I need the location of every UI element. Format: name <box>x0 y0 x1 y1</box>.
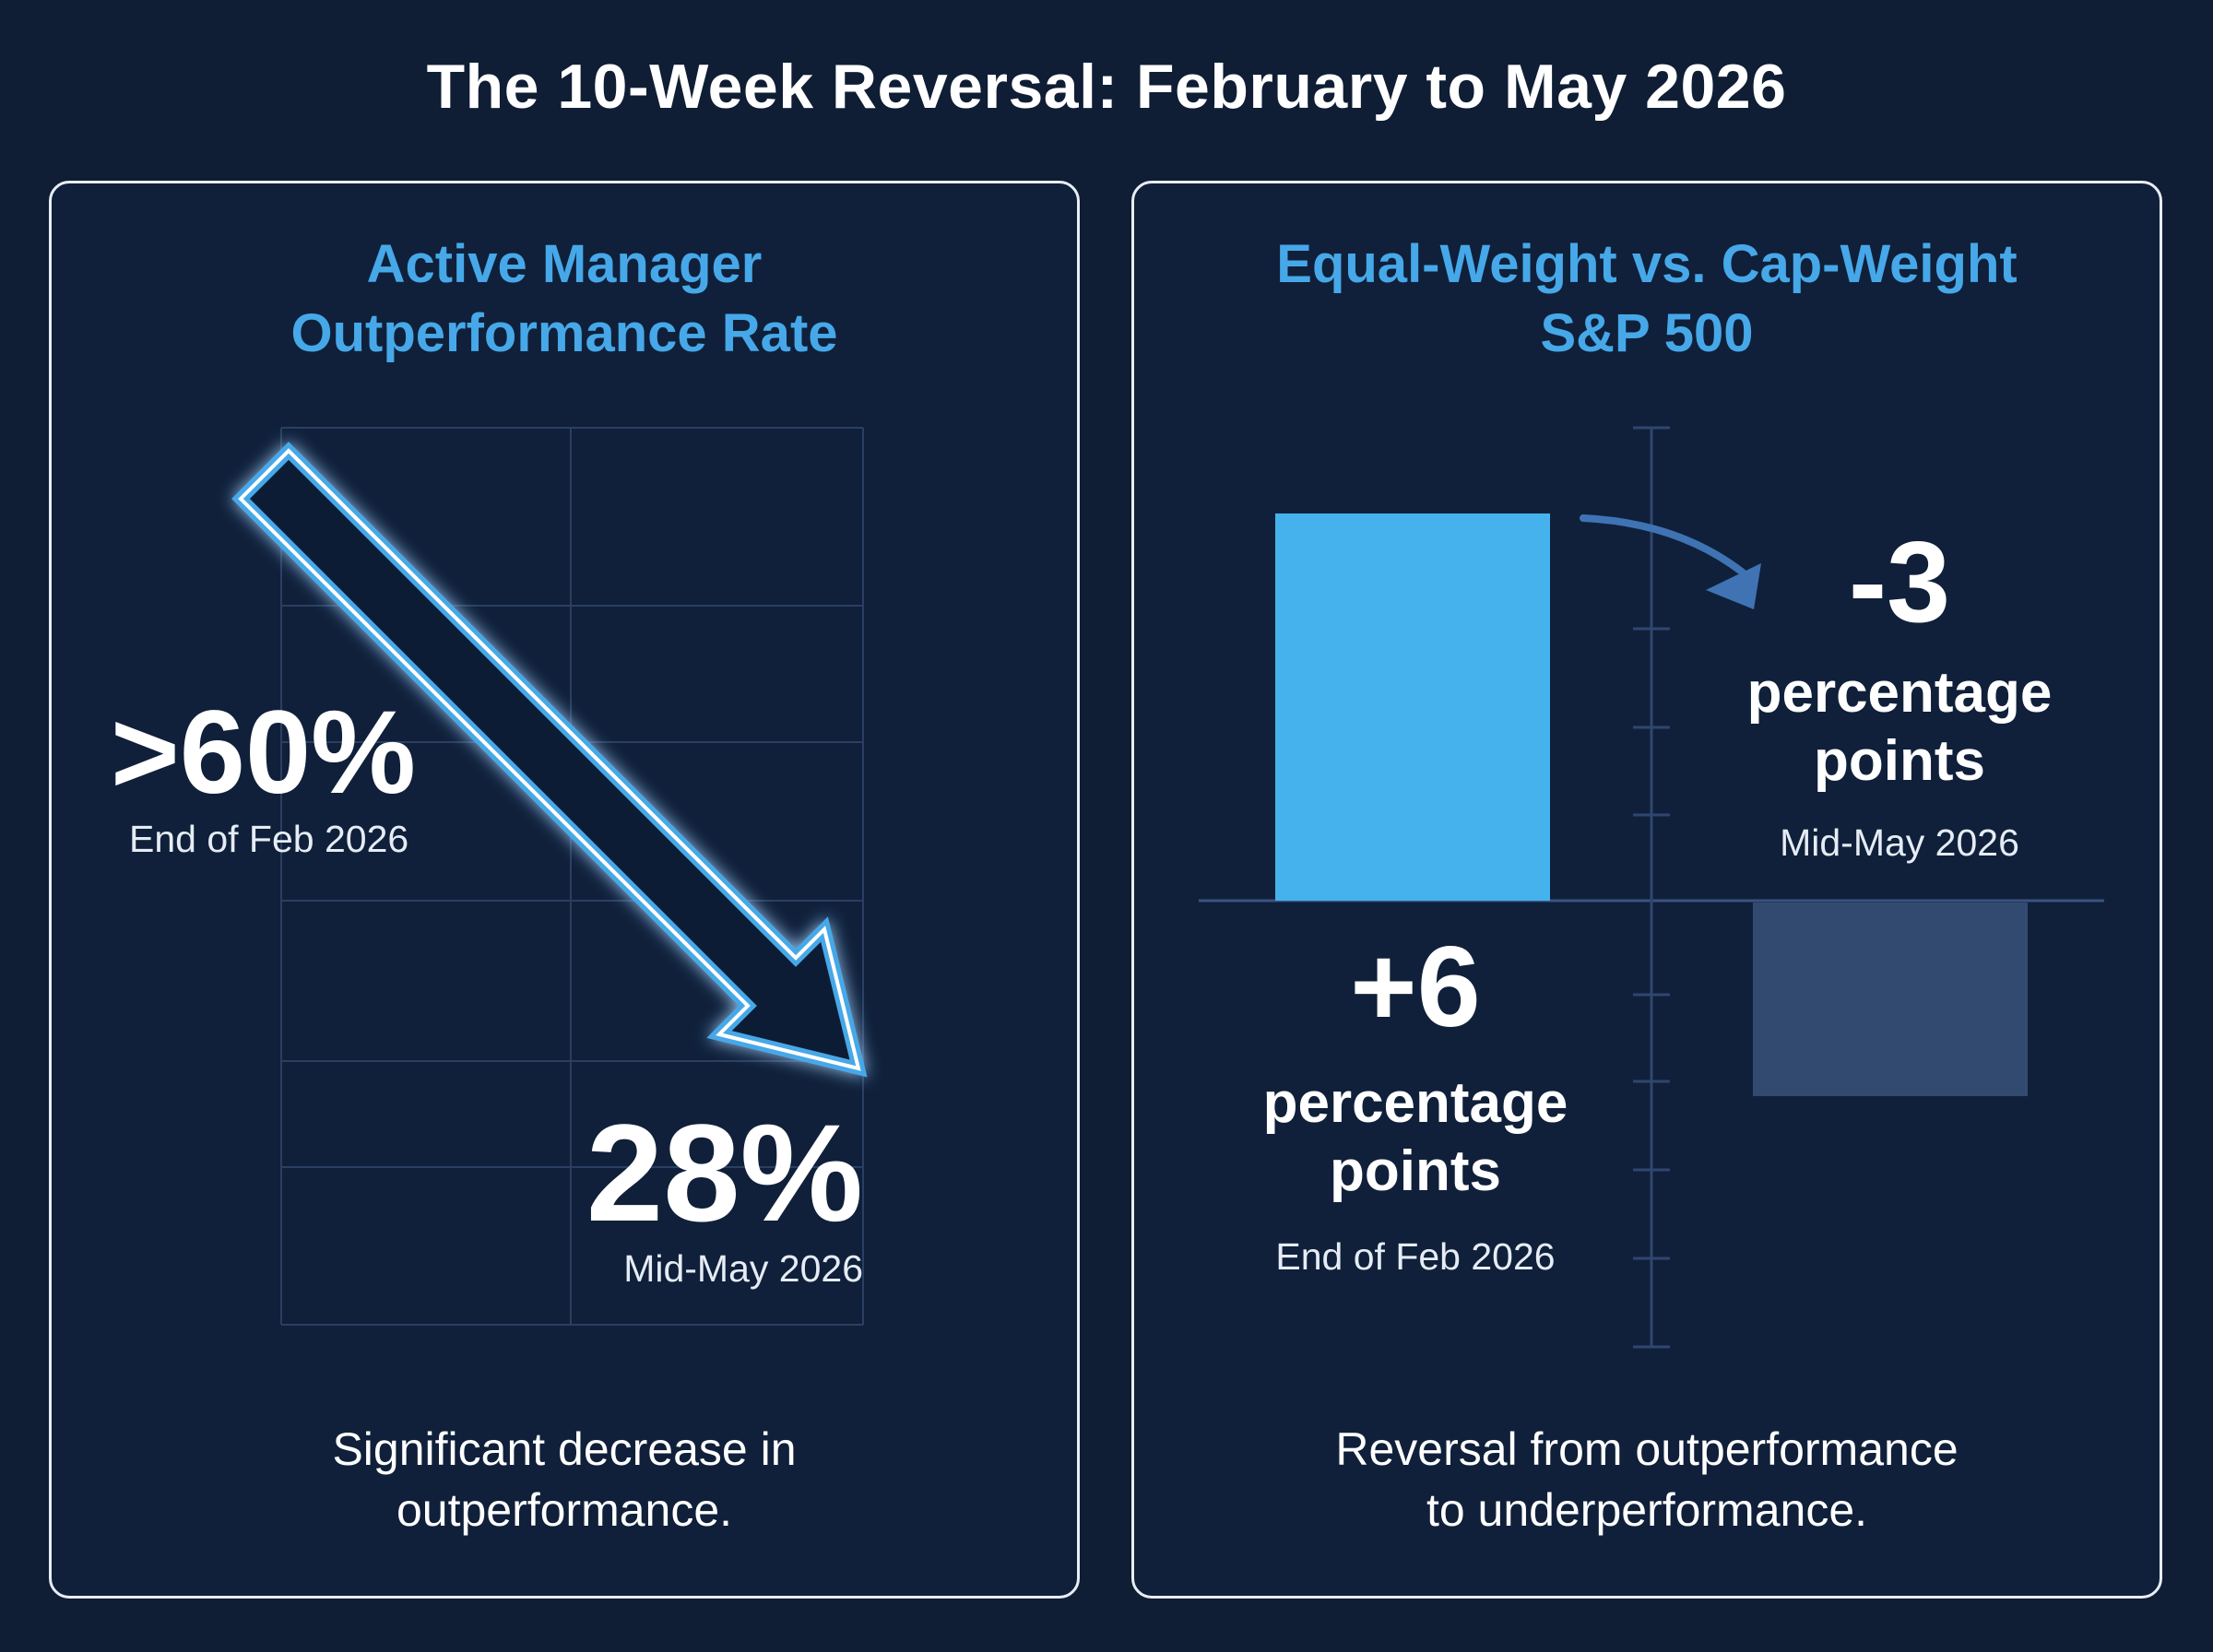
feb-unit-line-2: points <box>1330 1139 1501 1203</box>
outperformance-rate-chart: >60% End of Feb 2026 28% Mid-May 2026 <box>111 427 868 1326</box>
caption: Reversal from outperformance to underper… <box>1134 1419 2160 1540</box>
may-label: Mid-May 2026 <box>1780 821 2019 864</box>
panel-title: Equal-Weight vs. Cap-Weight S&P 500 <box>1134 230 2160 368</box>
bars <box>1275 513 2028 1096</box>
may-unit-line-2: points <box>1814 729 1985 793</box>
feb-value: +6 <box>1350 924 1480 1051</box>
transition-arrowhead <box>1706 563 1761 609</box>
transition-arrow <box>1580 514 1746 576</box>
panel-title-line-2: Outperformance Rate <box>290 303 838 363</box>
panel-title: Active Manager Outperformance Rate <box>52 230 1077 368</box>
may-unit-line-1: percentage <box>1747 661 2053 725</box>
may-value: -3 <box>1849 519 1950 646</box>
panel-title-line-2: S&P 500 <box>1540 303 1754 363</box>
caption-line-1: Reversal from outperformance <box>1335 1423 1959 1475</box>
caption-line-2: outperformance. <box>396 1484 733 1536</box>
caption-line-2: to underperformance. <box>1426 1484 1868 1536</box>
panel-active-manager: Active Manager Outperformance Rate >60% … <box>49 181 1080 1599</box>
bar-may <box>1753 903 2028 1096</box>
caption: Significant decrease in outperformance. <box>52 1419 1077 1540</box>
panel-equal-vs-cap: Equal-Weight vs. Cap-Weight S&P 500 -3 p… <box>1131 181 2162 1599</box>
trend-arrow <box>231 442 868 1078</box>
panel-title-line-1: Active Manager <box>366 234 763 294</box>
bar-feb <box>1275 513 1550 901</box>
caption-line-1: Significant decrease in <box>332 1423 797 1475</box>
end-label: Mid-May 2026 <box>623 1247 863 1290</box>
main-title: The 10-Week Reversal: February to May 20… <box>426 52 1787 122</box>
feb-unit-line-1: percentage <box>1263 1071 1568 1135</box>
equal-vs-cap-chart: -3 percentage points Mid-May 2026 +6 per… <box>1199 426 2104 1349</box>
end-value: 28% <box>586 1095 863 1250</box>
panel-title-line-1: Equal-Weight vs. Cap-Weight <box>1276 234 2018 294</box>
feb-label: End of Feb 2026 <box>1275 1235 1555 1278</box>
start-value: >60% <box>111 687 416 819</box>
start-label: End of Feb 2026 <box>129 818 408 860</box>
